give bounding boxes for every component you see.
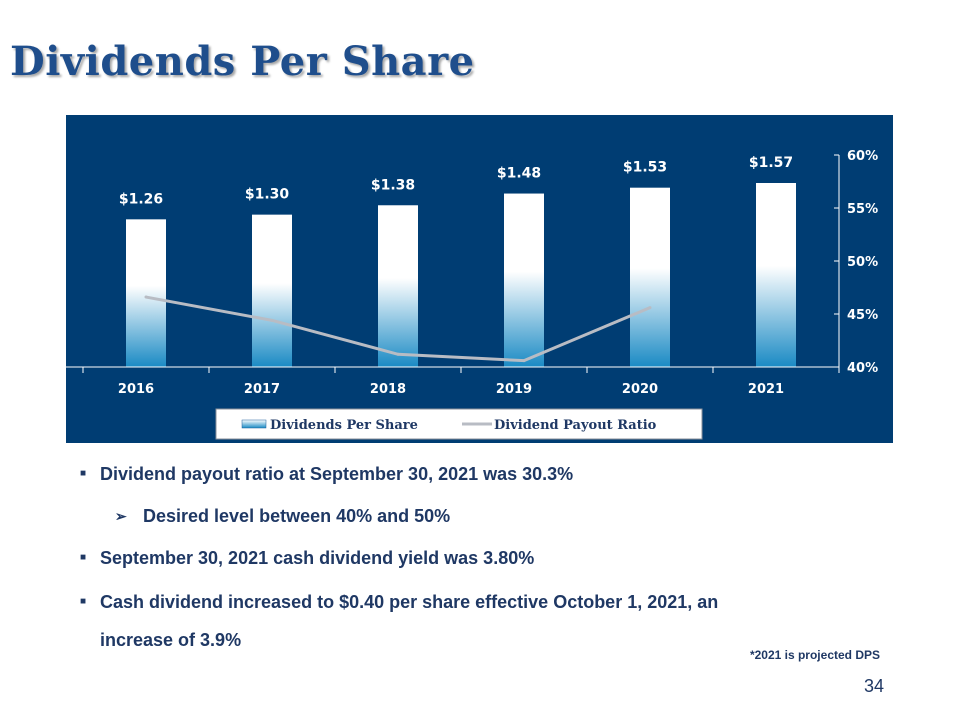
bullet-text: increase of 3.9%	[100, 630, 242, 650]
footnote: *2021 is projected DPS	[749, 648, 880, 662]
y2-tick-label: 55%	[847, 202, 878, 217]
bullet-item: ➢ Desired level between 40% and 50%	[115, 498, 451, 534]
bar-value-label: $1.38	[371, 177, 415, 193]
bar-dividends-2018	[378, 205, 418, 367]
payout-point-2016	[144, 295, 148, 299]
y2-tick-label: 40%	[847, 361, 878, 376]
bar-value-label: $1.53	[623, 160, 667, 176]
bar-value-label: $1.30	[245, 187, 290, 203]
dividends-chart: $1.26 $1.30 $1.38 $1.48 $1.53 $1.57 2016 2017 2…	[66, 115, 893, 443]
arrow-bullet-icon: ➢	[115, 508, 127, 524]
payout-point-2019	[522, 359, 526, 363]
legend-label-payout: Dividend Payout Ratio	[494, 418, 657, 433]
bar-dividends-2021	[756, 183, 796, 367]
bar-value-label: $1.48	[497, 166, 541, 182]
square-bullet-icon: ■	[80, 596, 87, 607]
chart-svg: $1.26 $1.30 $1.38 $1.48 $1.53 $1.57 2016 2017 2…	[66, 149, 878, 440]
bullet-text: September 30, 2021 cash dividend yield w…	[100, 548, 535, 568]
bar-value-label: $1.26	[119, 191, 163, 207]
page-number: 34	[863, 676, 884, 696]
bullet-item: ■ Dividend payout ratio at September 30,…	[80, 456, 574, 492]
square-bullet-icon: ■	[80, 552, 87, 563]
bullet-text: Cash dividend increased to $0.40 per sha…	[100, 592, 719, 612]
x-tick-label: 2020	[622, 382, 658, 397]
square-bullet-icon: ■	[80, 468, 87, 479]
legend-box	[215, 408, 703, 440]
bar-value-label: $1.57	[749, 155, 793, 171]
bullet-item-continuation: increase of 3.9%	[100, 622, 241, 658]
bullet-item: ■ Cash dividend increased to $0.40 per s…	[80, 584, 719, 620]
bar-dividends-2019	[504, 193, 544, 367]
bullet-text: Dividend payout ratio at September 30, 2…	[100, 464, 574, 484]
legend-label-dividends: Dividends Per Share	[270, 418, 418, 433]
bar-dividends-2016	[126, 219, 166, 367]
payout-point-2018	[396, 352, 400, 356]
x-tick-label: 2016	[118, 382, 154, 397]
bar-dividends-2020	[630, 187, 670, 367]
bullet-text: Desired level between 40% and 50%	[143, 506, 451, 526]
bullet-item: ■ September 30, 2021 cash dividend yield…	[80, 540, 535, 576]
x-tick-label: 2021	[748, 382, 784, 397]
x-tick-label: 2019	[496, 382, 532, 397]
y2-tick-label: 60%	[847, 149, 878, 164]
bar-dividends-2017	[252, 214, 292, 367]
y2-tick-label: 45%	[847, 308, 878, 323]
page-title: Dividends Per Share	[10, 38, 475, 85]
payout-point-2020	[648, 306, 652, 310]
x-tick-label: 2018	[370, 382, 406, 397]
x-tick-label: 2017	[244, 382, 280, 397]
payout-point-2017	[270, 318, 274, 322]
legend-swatch-bar	[241, 419, 267, 429]
y2-tick-label: 50%	[847, 255, 878, 270]
